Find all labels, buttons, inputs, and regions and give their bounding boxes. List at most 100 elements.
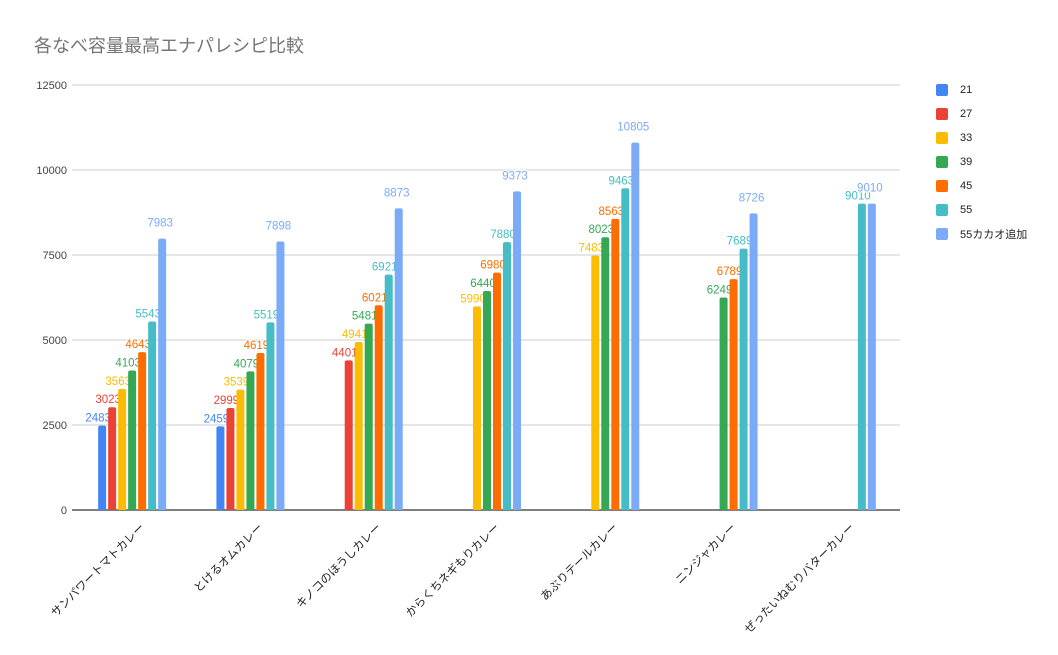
data-label: 5481 (352, 311, 378, 323)
data-label: 3023 (95, 394, 121, 406)
bar (503, 242, 511, 510)
data-label: 3539 (224, 377, 250, 389)
y-tick-label: 12500 (36, 80, 67, 92)
bar (246, 371, 255, 510)
bar (344, 360, 353, 510)
bar (857, 203, 866, 510)
data-label: 8023 (588, 224, 614, 236)
legend-label: 55 (960, 204, 973, 216)
bar (493, 272, 501, 510)
legend-swatch (936, 228, 948, 240)
legend-item: 39 (936, 150, 1027, 174)
bar (611, 218, 620, 510)
legend-item: 55 (936, 198, 1027, 222)
data-label: 5519 (254, 309, 280, 321)
data-label: 6249 (707, 285, 733, 297)
bar (483, 291, 491, 510)
data-label: 9463 (608, 175, 634, 187)
bar (98, 425, 107, 510)
data-label: 10805 (617, 122, 649, 134)
bar (631, 142, 640, 510)
data-label: 6021 (362, 292, 388, 304)
bar (216, 426, 225, 510)
x-tick-label: キノコのほうしカレー (293, 520, 384, 611)
bar (601, 237, 610, 510)
legend-swatch (936, 84, 948, 96)
data-label: 7880 (490, 229, 516, 241)
legend-label: 45 (960, 180, 973, 192)
y-tick-label: 10000 (36, 165, 67, 177)
legend: 21 27 33 39 45 55 55カカオ追加 (936, 78, 1027, 246)
data-label: 4643 (125, 339, 151, 351)
bar (354, 342, 363, 510)
data-label: 5990 (460, 293, 486, 305)
data-label: 4401 (332, 347, 358, 359)
legend-label: 39 (960, 156, 973, 168)
x-tick-label: サンパワートマトカレー (48, 520, 147, 619)
bar (719, 297, 728, 510)
y-tick-label: 2500 (43, 420, 67, 432)
y-tick-label: 7500 (43, 250, 67, 262)
bar (739, 248, 748, 510)
data-label: 2459 (204, 413, 230, 425)
data-label: 9373 (502, 170, 528, 182)
bar (158, 238, 167, 510)
data-label: 6440 (470, 278, 496, 290)
legend-item: 45 (936, 174, 1027, 198)
bar (236, 389, 245, 510)
y-tick-label: 0 (61, 505, 67, 517)
legend-swatch (936, 132, 948, 144)
legend-item: 55カカオ追加 (936, 222, 1027, 246)
data-label: 9010 (857, 183, 883, 195)
x-tick-label: ぜったいねむりバターカレー (741, 520, 857, 636)
bar (148, 321, 157, 510)
legend-label: 27 (960, 108, 973, 120)
bar (749, 213, 758, 511)
bar (374, 305, 383, 510)
data-label: 9010 (845, 191, 871, 203)
data-label: 7898 (266, 220, 292, 232)
legend-label: 21 (960, 84, 973, 96)
bar (108, 407, 117, 510)
bar (226, 408, 235, 510)
data-label: 8563 (598, 206, 624, 218)
legend-item: 21 (936, 78, 1027, 102)
bar (867, 203, 876, 510)
bar (729, 279, 738, 510)
legend-item: 33 (936, 126, 1027, 150)
data-label: 8726 (739, 192, 765, 204)
legend-label: 33 (960, 132, 973, 144)
y-tick-label: 5000 (43, 335, 67, 347)
x-tick-label: からくちネギもりカレー (403, 520, 502, 619)
bar (473, 306, 481, 510)
legend-swatch (936, 204, 948, 216)
data-label: 7689 (727, 236, 753, 248)
legend-swatch (936, 156, 948, 168)
bar (364, 323, 373, 510)
data-label: 4103 (115, 357, 141, 369)
bar (118, 388, 127, 510)
x-tick-label: とけるオムカレー (191, 520, 266, 595)
legend-swatch (936, 108, 948, 120)
bar (513, 191, 521, 510)
bar (128, 370, 137, 510)
data-label: 2999 (214, 395, 240, 407)
data-label: 4079 (234, 358, 260, 370)
bar (621, 188, 630, 510)
data-label: 3563 (105, 376, 131, 388)
x-tick-label: あぶりテールカレー (538, 520, 621, 603)
data-label: 6789 (717, 266, 743, 278)
bar (276, 241, 285, 510)
bar (256, 352, 265, 510)
chart-title: 各なべ容量最高エナパレシピ比較 (34, 36, 304, 57)
data-label: 6921 (372, 262, 398, 274)
bar (266, 322, 275, 510)
bar (394, 208, 403, 510)
data-label: 7983 (147, 218, 173, 230)
x-tick-label: ニンジャカレー (672, 520, 738, 586)
legend-item: 27 (936, 102, 1027, 126)
data-label: 5543 (135, 309, 161, 321)
bar (384, 274, 393, 510)
legend-label: 55カカオ追加 (960, 229, 1028, 241)
